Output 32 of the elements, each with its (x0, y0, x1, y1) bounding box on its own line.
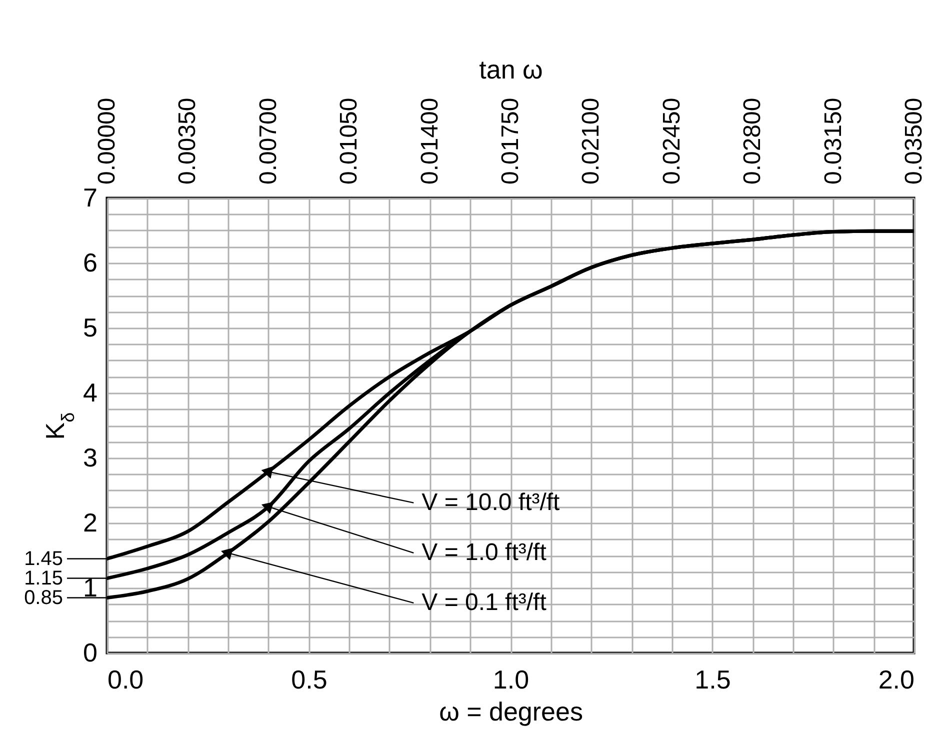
text: V = 1.0 ft³/ft (422, 538, 547, 566)
x2-tick-label: 0.03150 (820, 98, 847, 184)
x2-tick-label: 0.01750 (497, 98, 524, 184)
text: V = 10.0 ft³/ft (422, 488, 560, 516)
x-tick-label: 1.5 (694, 664, 731, 694)
x-tick-label: 0.0 (108, 664, 144, 694)
x2-tick-label: 0.01050 (336, 98, 363, 184)
x-axis-title: ω = degrees (439, 696, 583, 726)
y-tick-label: 6 (83, 248, 98, 278)
text: V = 0.1 ft³/ft (422, 588, 547, 616)
x2-axis-title: tan ω (479, 54, 543, 85)
y-tick-label: 5 (83, 312, 98, 342)
y-tick-label: 4 (83, 378, 98, 408)
x-tick-label: 2.0 (878, 664, 914, 694)
x2-tick-label: 0.03500 (900, 98, 928, 184)
x2-tick-label: 0.00000 (94, 98, 120, 184)
x2-tick-label: 0.00700 (254, 98, 282, 184)
x-tick-label: 0.5 (291, 664, 328, 694)
y-tick-label: 0 (83, 638, 98, 668)
x2-tick-label: 0.02800 (739, 98, 766, 184)
x2-tick-label: 0.00350 (174, 98, 202, 184)
x-tick-label: 1.0 (492, 664, 530, 694)
y-tick-label: 3 (83, 442, 98, 472)
y-tick-label: 1 (83, 572, 98, 602)
x2-tick-label: 0.01400 (416, 98, 444, 184)
y-tick-label: 2 (83, 508, 98, 538)
text: 0.85 (24, 586, 63, 609)
y-tick-label: 7 (83, 182, 98, 212)
text: 1.15 (24, 567, 63, 590)
x2-tick-label: 0.02450 (658, 98, 686, 184)
x2-tick-label: 0.02100 (578, 98, 605, 184)
text: 1.45 (24, 548, 63, 570)
